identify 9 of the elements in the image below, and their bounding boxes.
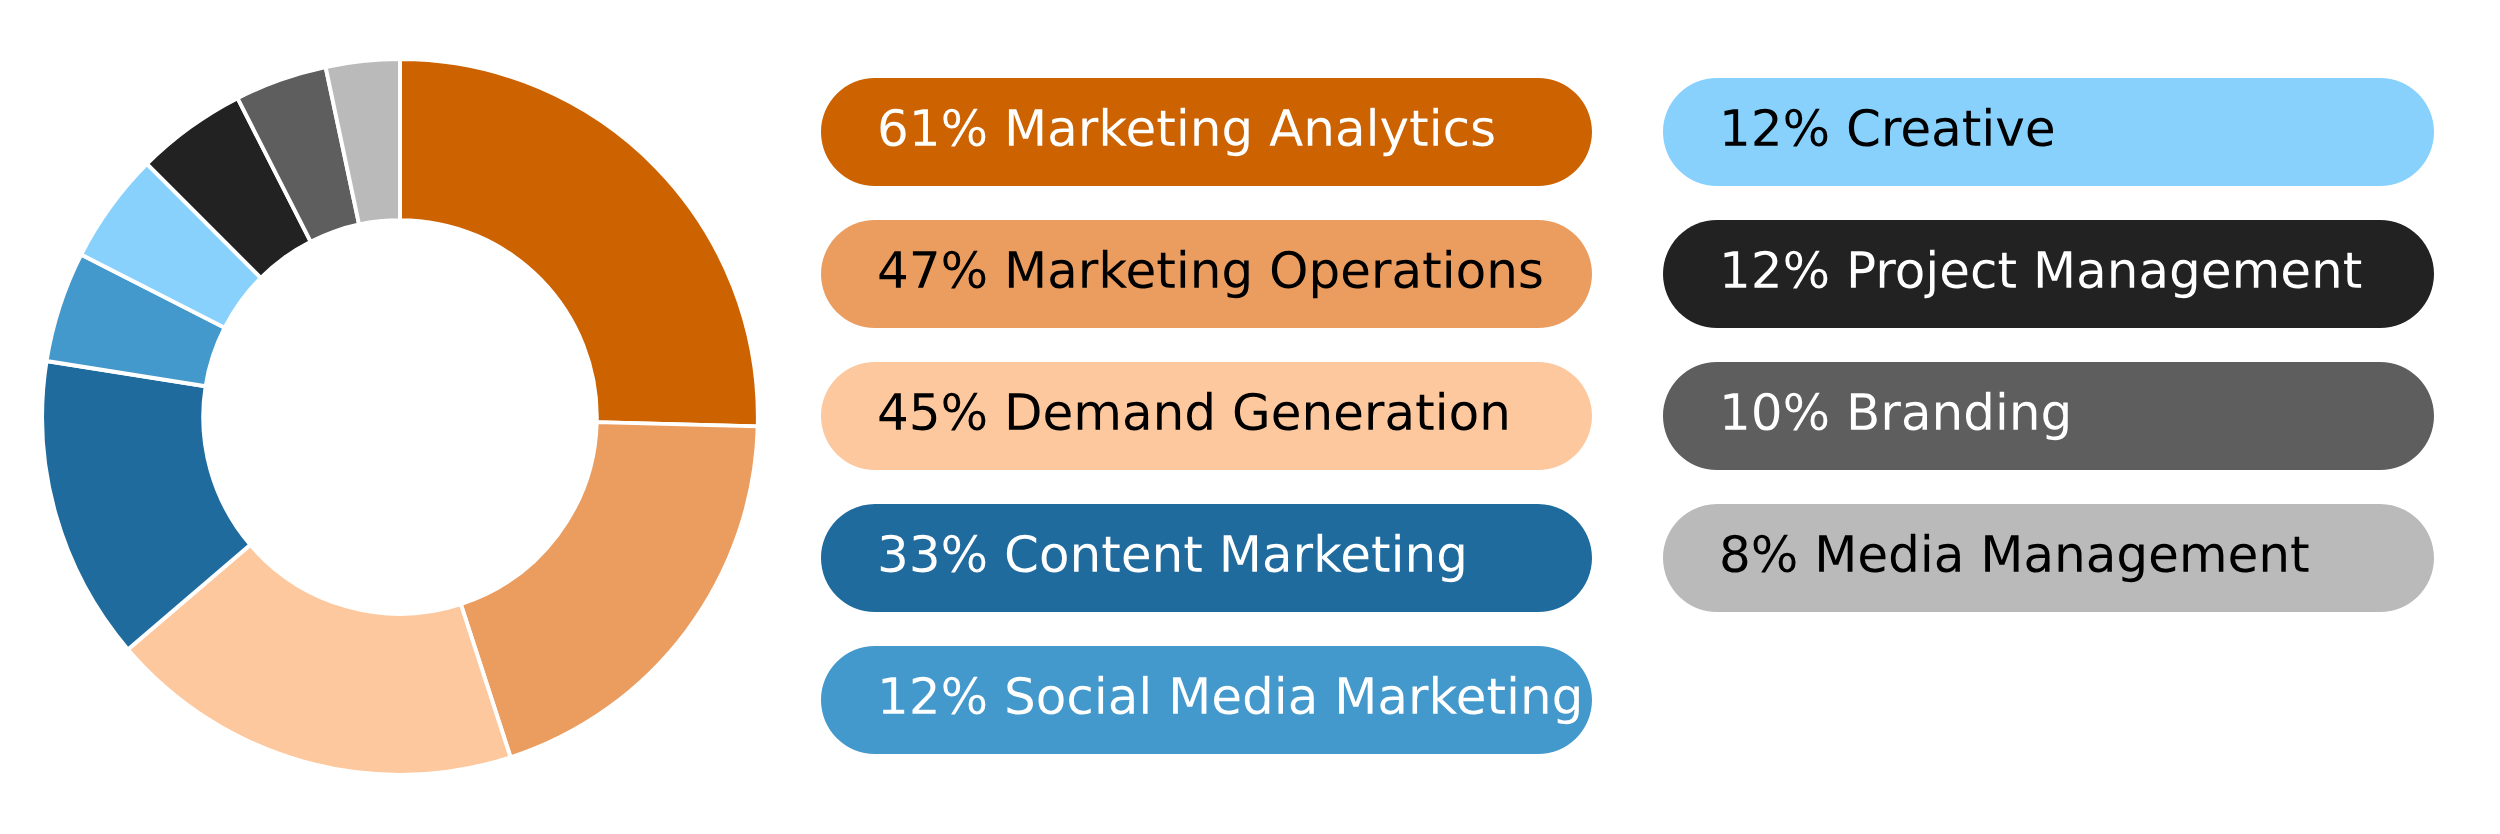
legend-label: 12% Creative — [1724, 107, 2053, 147]
legend-label: 33% Content Marketing — [880, 533, 1464, 583]
legend-label: 12% Social Media Marketing — [882, 675, 1579, 725]
legend-label: 12% Project Management — [1724, 249, 2362, 299]
legend-label: 61% Marketing Analytics — [880, 107, 1494, 157]
legend-label: 10% Branding — [1724, 391, 2068, 441]
legend-label: 47% Marketing Operations — [879, 249, 1542, 299]
legend-label: 8% Media Management — [1722, 533, 2309, 583]
legend-label: 45% Demand Generation — [879, 391, 1507, 431]
